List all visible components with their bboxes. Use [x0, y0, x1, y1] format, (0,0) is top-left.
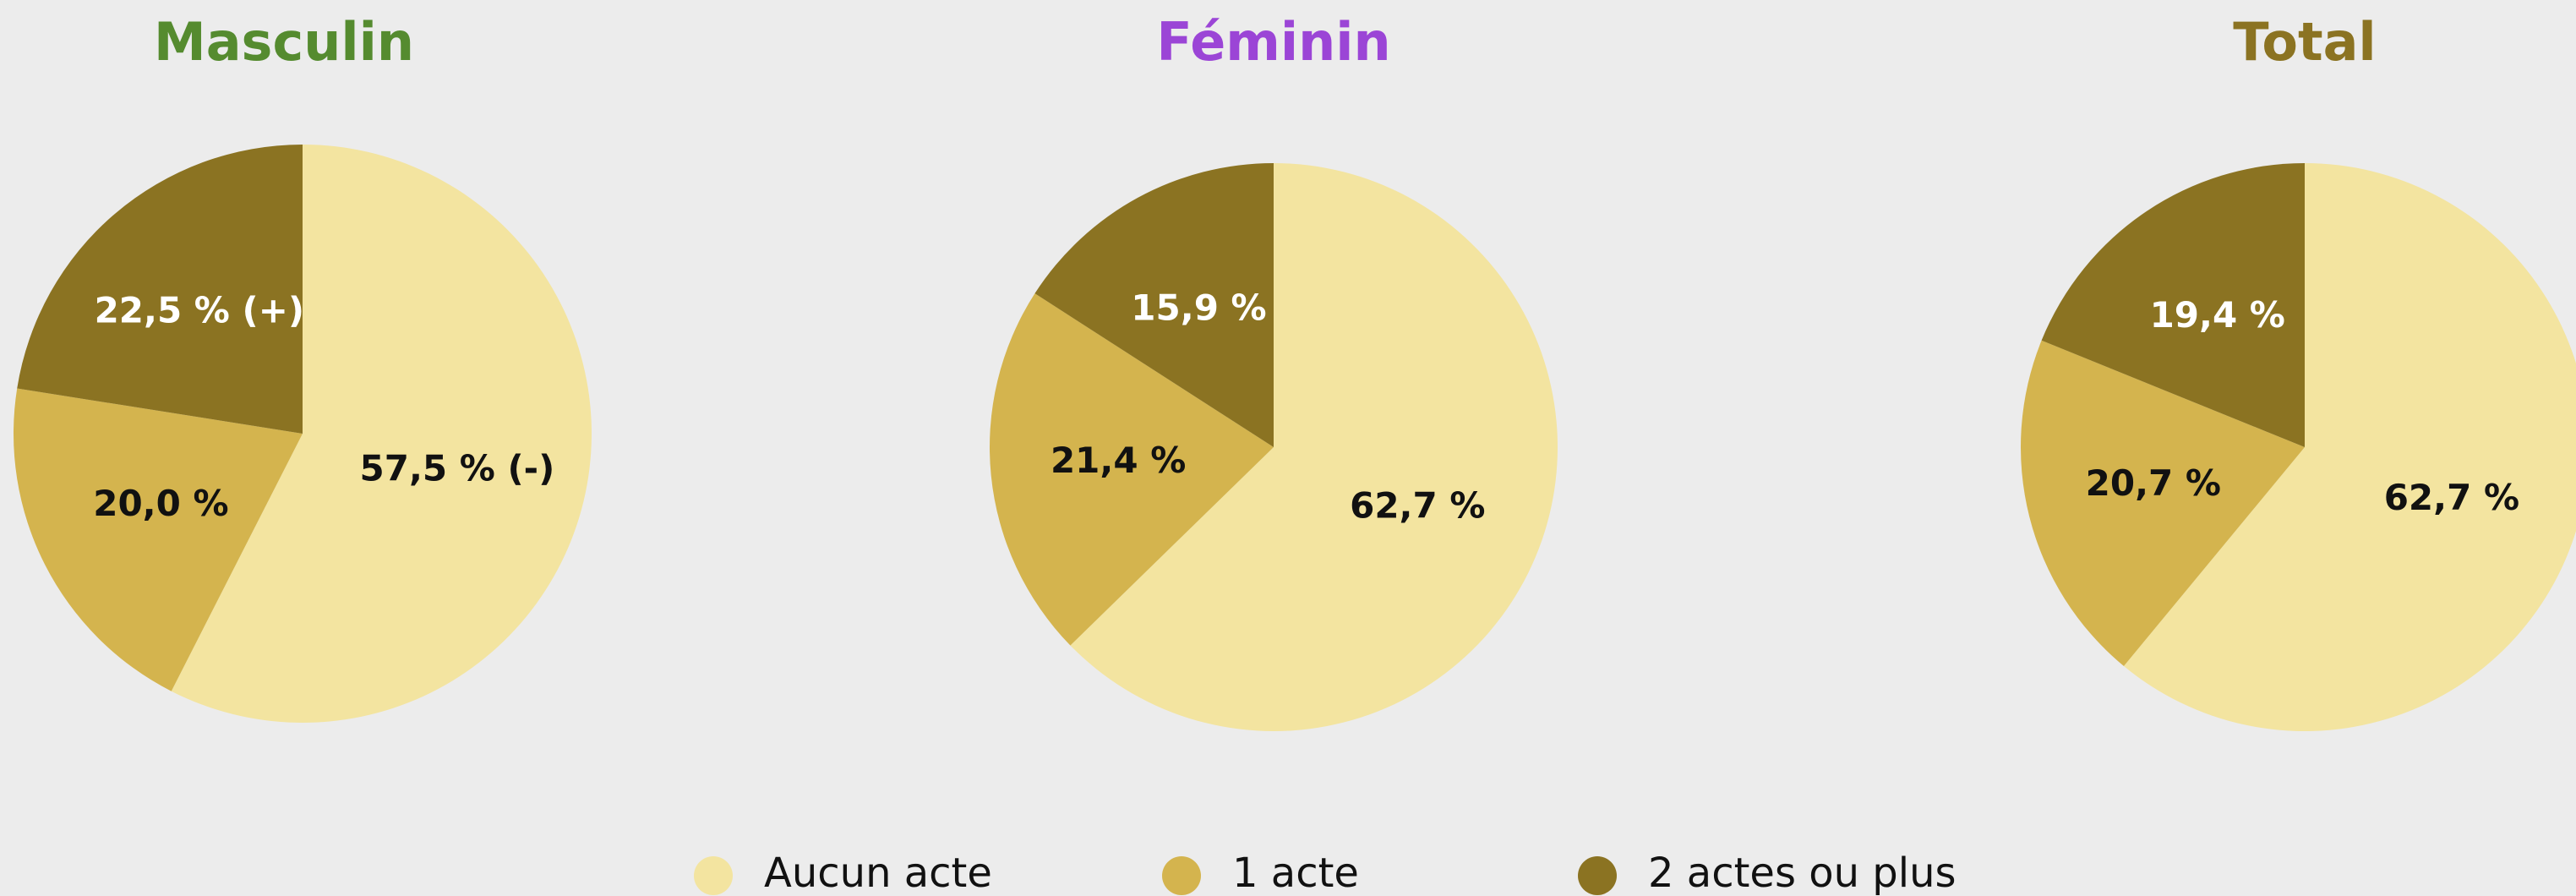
data-label: 20,7 %: [2086, 462, 2221, 504]
data-label: 62,7 %: [2384, 477, 2519, 518]
legend-marker: [694, 856, 733, 895]
data-label: 15,9 %: [1131, 287, 1266, 328]
data-label: 62,7 %: [1350, 484, 1485, 526]
pie-slice: [2123, 163, 2576, 731]
data-label: 19,4 %: [2150, 294, 2285, 336]
chart-title: Total: [2233, 11, 2376, 73]
pie-slice: [1070, 163, 1558, 731]
pie-slice: [2041, 162, 2305, 447]
pie-slice: [989, 293, 1274, 646]
legend-label: 1 acte: [1232, 850, 1359, 896]
pie-slice: [171, 145, 592, 723]
data-label: 22,5 % (+): [95, 289, 305, 331]
legend-label: Aucun acte: [764, 850, 992, 896]
legend-label: 2 actes ou plus: [1648, 850, 1957, 896]
chart-title: Féminin: [1156, 11, 1390, 73]
legend-marker: [1578, 856, 1617, 895]
data-label: 21,4 %: [1051, 440, 1186, 481]
pie-slice: [2021, 340, 2305, 666]
legend-marker: [1162, 856, 1201, 895]
pie-slice: [17, 145, 303, 434]
data-label: 57,5 % (-): [360, 447, 555, 489]
chart-title: Masculin: [154, 11, 414, 73]
pie-slice: [13, 388, 303, 691]
data-label: 20,0 %: [93, 483, 228, 524]
pie-slice: [1034, 162, 1274, 447]
